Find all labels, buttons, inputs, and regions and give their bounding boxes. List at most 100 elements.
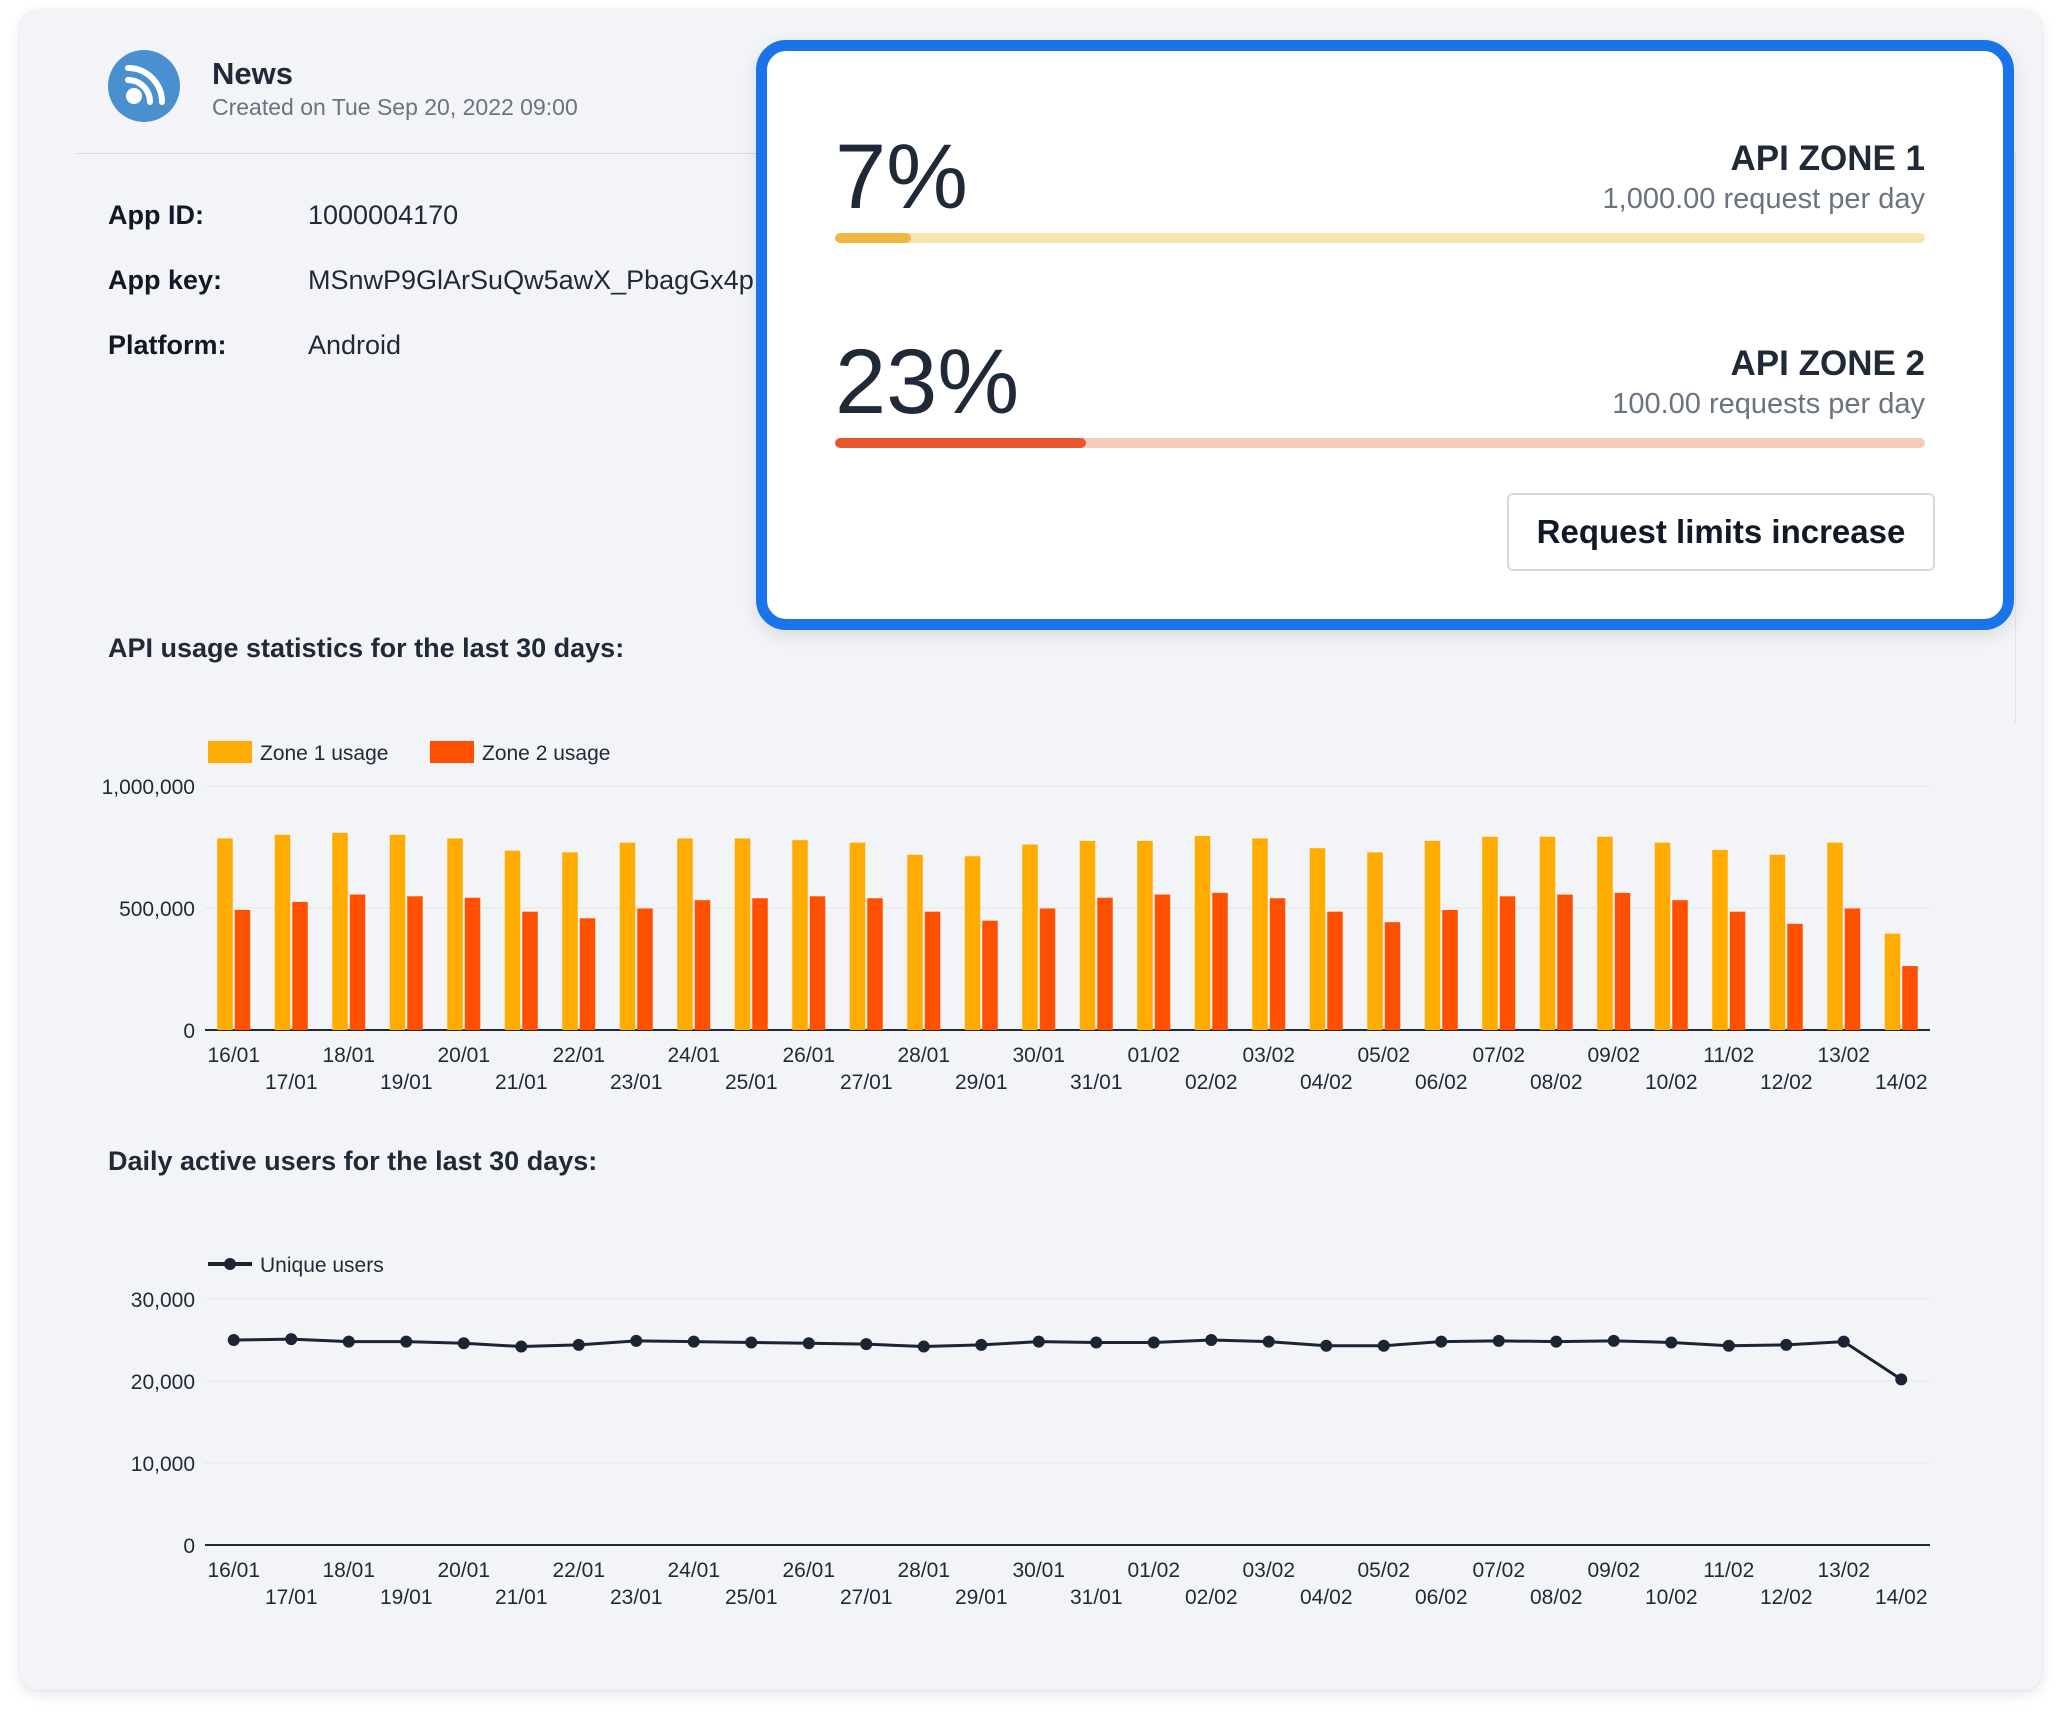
data-point [1895,1373,1908,1386]
x-tick-label: 28/01 [897,1044,950,1067]
bar-zone-1 [1482,836,1498,1030]
data-point [1032,1335,1045,1348]
data-point [687,1335,700,1348]
bar-zone-1 [1424,840,1441,1030]
data-point [1665,1336,1678,1349]
data-point [1377,1339,1390,1352]
bar-zone-2 [1327,911,1343,1030]
bar-zone-2 [752,898,768,1030]
data-point [572,1338,585,1351]
y-tick-label: 1,000,000 [102,776,195,799]
legend-label-1: Zone 1 usage [260,742,388,765]
x-tick-label: 07/02 [1472,1559,1525,1582]
x-tick-label: 04/02 [1300,1071,1353,1094]
bar-zone-1 [389,834,406,1030]
bar-zone-1 [274,834,291,1030]
bar-zone-2 [809,896,826,1030]
bar-zone-2 [1902,966,1918,1030]
platform-value: Android [308,330,402,360]
x-tick-label: 02/02 [1185,1071,1238,1094]
y-tick-label: 30,000 [131,1289,195,1312]
request-limits-increase-button[interactable]: Request limits increase [1507,493,1935,571]
y-tick-label: 10,000 [131,1453,195,1476]
x-tick-label: 26/01 [782,1559,835,1582]
x-tick-label: 28/01 [897,1559,950,1582]
bar-zone-2 [1269,898,1286,1030]
x-tick-label: 25/01 [725,1586,778,1609]
x-tick-label: 10/02 [1645,1586,1698,1609]
x-tick-label: 27/01 [840,1586,893,1609]
bar-zone-1 [1252,838,1268,1030]
x-tick-label: 25/01 [725,1071,778,1094]
data-point [1147,1336,1160,1349]
x-tick-label: 29/01 [955,1586,1008,1609]
bar-zone-1 [447,838,463,1030]
x-tick-label: 22/01 [552,1044,605,1067]
bar-zone-1 [1827,842,1843,1030]
x-tick-label: 10/02 [1645,1071,1698,1094]
x-tick-label: 11/02 [1703,1044,1754,1067]
bar-zone-2 [522,911,538,1030]
legend-swatch-2 [430,741,474,763]
data-point [285,1333,298,1346]
zone-2-name: API ZONE 2 [1730,344,1925,383]
bar-zone-2 [1154,894,1171,1030]
bar-zone-2 [982,920,998,1030]
x-tick-label: 03/02 [1242,1559,1295,1582]
data-point [1262,1335,1275,1348]
app-id-value: 1000004170 [308,200,459,230]
x-tick-label: 01/02 [1127,1044,1180,1067]
x-tick-label: 08/02 [1530,1071,1583,1094]
bar-zone-2 [234,909,251,1030]
zone-2-percent: 23% [835,331,1020,433]
bar-zone-2 [1787,923,1803,1030]
api-usage-bar-chart: 0 500,000 1,000,000 16/0117/0118/0119/0120/… [102,741,1930,1094]
x-tick-label: 01/02 [1127,1559,1180,1582]
bar-zone-1 [907,854,923,1030]
y-tick-label: 20,000 [131,1371,195,1394]
x-tick-label: 21/01 [495,1586,548,1609]
api-zones-panel: 7% API ZONE 1 1,000.00 request per day 2… [756,40,2014,630]
data-point [1607,1334,1620,1347]
x-tick-label: 26/01 [782,1044,835,1067]
x-tick-label: 02/02 [1185,1586,1238,1609]
data-point [802,1337,815,1350]
x-tick-label: 18/01 [322,1044,375,1067]
data-point [1780,1338,1793,1351]
bar-zone-2 [924,911,941,1030]
bar-zone-1 [792,840,808,1030]
x-tick-label: 19/01 [380,1586,433,1609]
bar-zone-2 [1097,897,1113,1030]
bar-zone-2 [1039,908,1056,1030]
x-tick-label: 31/01 [1070,1586,1123,1609]
bar-zone-1 [849,842,866,1030]
data-point [227,1334,240,1346]
bar-zone-1 [1079,840,1096,1030]
data-point [1320,1339,1333,1352]
x-tick-label: 19/01 [380,1071,433,1094]
bar-zone-2 [1614,892,1631,1030]
data-point [457,1337,470,1350]
app-key-label: App key: [108,265,223,295]
app-details-card: News Created on Tue Sep 20, 2022 09:00 A… [20,10,2042,1690]
x-tick-label: 04/02 [1300,1586,1353,1609]
x-tick-label: 20/01 [437,1044,490,1067]
bar-zone-1 [1769,854,1786,1030]
x-tick-label: 17/01 [265,1071,318,1094]
bar-zone-2 [407,896,423,1030]
data-point [975,1338,988,1351]
x-tick-label: 31/01 [1070,1071,1123,1094]
api-zone-2: 23% API ZONE 2 100.00 requests per day [835,336,1925,456]
bar-zone-2 [1384,922,1401,1030]
x-tick-label: 14/02 [1875,1586,1928,1609]
bar-zone-1 [734,838,751,1030]
data-point [630,1334,643,1347]
data-point [515,1340,528,1353]
x-tick-label: 21/01 [495,1071,548,1094]
bar-zone-2 [1844,908,1861,1030]
bar-zone-1 [1022,844,1038,1030]
data-point [917,1340,930,1353]
app-key-value: MSnwP9GlArSuQw5awX_PbagGx4p [308,265,754,295]
bar-zone-1 [619,842,636,1030]
data-point [1492,1334,1505,1347]
